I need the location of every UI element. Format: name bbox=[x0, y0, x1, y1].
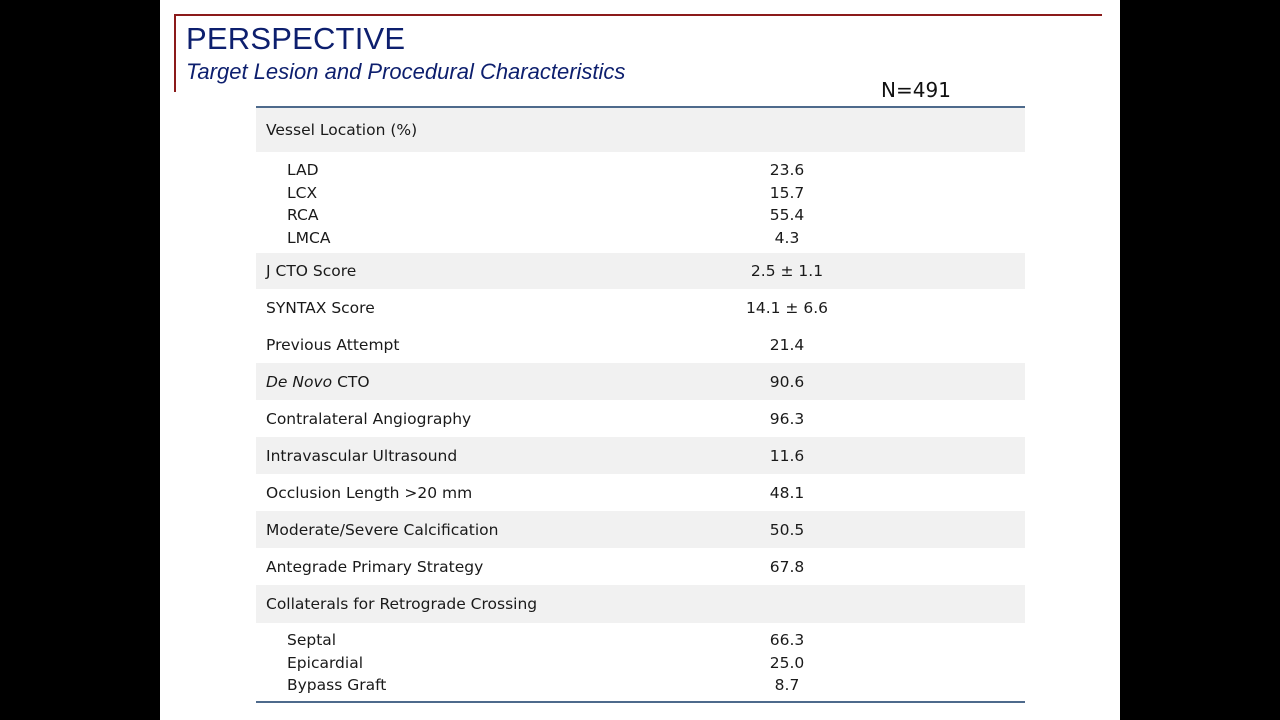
row-value: 11.6 bbox=[769, 446, 805, 465]
table-row-intravascular-ultrasound: Intravascular Ultrasound 11.6 bbox=[256, 437, 1025, 474]
table-row-calcification: Moderate/Severe Calcification 50.5 bbox=[256, 511, 1025, 548]
row-value: 66.3 bbox=[769, 631, 805, 650]
slide: PERSPECTIVE Target Lesion and Procedural… bbox=[160, 0, 1120, 720]
table-row-lad: LAD 23.6 bbox=[256, 159, 1025, 182]
row-value: 67.8 bbox=[769, 557, 805, 576]
row-label: Moderate/Severe Calcification bbox=[266, 520, 499, 539]
table-row-syntax-score: SYNTAX Score 14.1 ± 6.6 bbox=[256, 289, 1025, 326]
row-label-italic: De Novo bbox=[266, 372, 333, 391]
table-row-de-novo-cto: De Novo CTO 90.6 bbox=[256, 363, 1025, 400]
table-row-lmca: LMCA 4.3 bbox=[256, 227, 1025, 250]
title-top-rule bbox=[174, 14, 1102, 16]
row-value: 21.4 bbox=[769, 335, 805, 354]
row-label: Occlusion Length >20 mm bbox=[266, 483, 473, 502]
characteristics-table: Vessel Location (%) LAD 23.6 LCX 15.7 RC… bbox=[256, 106, 1025, 703]
table-row-previous-attempt: Previous Attempt 21.4 bbox=[256, 326, 1025, 363]
column-header-n: N=491 bbox=[881, 78, 951, 102]
table-row-bypass-graft: Bypass Graft 8.7 bbox=[256, 674, 1025, 697]
row-value: 90.6 bbox=[769, 372, 805, 391]
row-label: Epicardial bbox=[287, 653, 364, 672]
row-value: 55.4 bbox=[769, 206, 805, 225]
table-row-contralateral-angiography: Contralateral Angiography 96.3 bbox=[256, 400, 1025, 437]
row-label: Previous Attempt bbox=[266, 335, 400, 354]
table-row-collaterals: Collaterals for Retrograde Crossing bbox=[256, 585, 1025, 623]
row-label: RCA bbox=[287, 206, 319, 225]
row-label: Bypass Graft bbox=[287, 676, 387, 695]
row-label: Contralateral Angiography bbox=[266, 409, 472, 428]
row-label: LCX bbox=[287, 183, 318, 202]
row-value: 23.6 bbox=[769, 161, 805, 180]
row-label: Antegrade Primary Strategy bbox=[266, 557, 484, 576]
row-label: De Novo CTO bbox=[256, 373, 687, 391]
table-row-lcx: LCX 15.7 bbox=[256, 182, 1025, 205]
row-value: 8.7 bbox=[774, 676, 800, 695]
row-label: J CTO Score bbox=[266, 262, 357, 280]
table-row-septal: Septal 66.3 bbox=[256, 629, 1025, 652]
row-value: 48.1 bbox=[769, 483, 805, 502]
row-value: 50.5 bbox=[769, 520, 805, 539]
row-label: Vessel Location (%) bbox=[266, 121, 418, 139]
row-label-rest: CTO bbox=[332, 372, 370, 391]
row-value: 15.7 bbox=[769, 183, 805, 202]
row-label: LMCA bbox=[287, 228, 331, 247]
slide-subtitle: Target Lesion and Procedural Characteris… bbox=[186, 59, 626, 84]
table-row-epicardial: Epicardial 25.0 bbox=[256, 652, 1025, 675]
collaterals-group: Septal 66.3 Epicardial 25.0 Bypass Graft… bbox=[256, 623, 1025, 701]
table-row-vessel-location: Vessel Location (%) bbox=[256, 108, 1025, 152]
row-label: Collaterals for Retrograde Crossing bbox=[266, 595, 538, 613]
row-value: 2.5 ± 1.1 bbox=[750, 262, 824, 280]
title-left-rule bbox=[174, 14, 176, 92]
row-value: 14.1 ± 6.6 bbox=[745, 298, 828, 317]
vessel-location-group: LAD 23.6 LCX 15.7 RCA 55.4 LMCA 4.3 bbox=[256, 152, 1025, 253]
row-value: 25.0 bbox=[769, 653, 805, 672]
row-label: LAD bbox=[287, 161, 319, 180]
table-row-antegrade-strategy: Antegrade Primary Strategy 67.8 bbox=[256, 548, 1025, 585]
table-row-jcto-score: J CTO Score 2.5 ± 1.1 bbox=[256, 253, 1025, 289]
slide-title: PERSPECTIVE bbox=[186, 21, 406, 56]
table-row-rca: RCA 55.4 bbox=[256, 204, 1025, 227]
row-label: Intravascular Ultrasound bbox=[266, 446, 458, 465]
table-row-occlusion-length: Occlusion Length >20 mm 48.1 bbox=[256, 474, 1025, 511]
row-value: 96.3 bbox=[769, 409, 805, 428]
row-value: 4.3 bbox=[774, 228, 800, 247]
row-label: SYNTAX Score bbox=[266, 298, 375, 317]
row-label: Septal bbox=[287, 631, 337, 650]
